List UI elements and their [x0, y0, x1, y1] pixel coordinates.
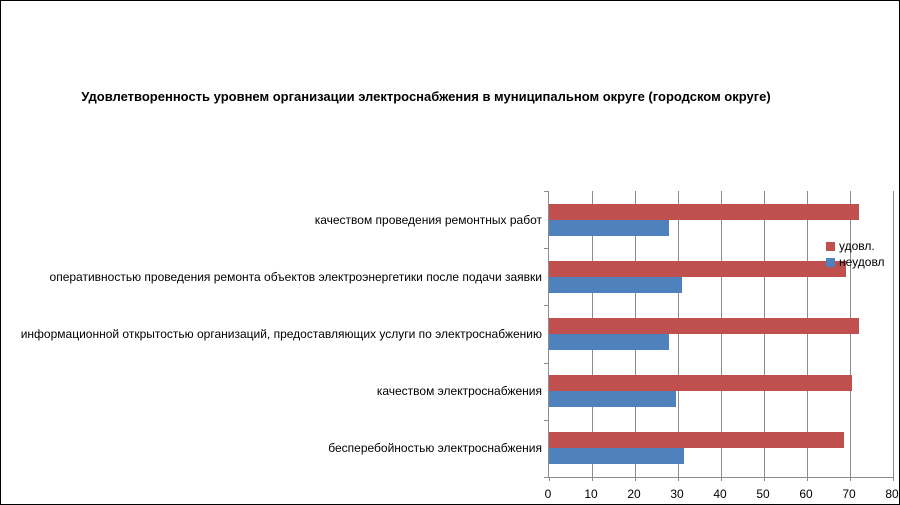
bar-series0-cat2 [549, 318, 859, 334]
bar-series0-cat3 [549, 375, 853, 392]
gridline-60 [807, 191, 808, 477]
x-axis-label-50: 50 [756, 487, 770, 501]
category-label-3: качеством электроснабжения [376, 384, 542, 399]
x-axis-label-10: 10 [584, 487, 598, 501]
x-axis-tick-40 [721, 477, 722, 481]
legend: удовл. неудовл [826, 238, 885, 270]
gridline-40 [721, 191, 722, 477]
x-axis-tick-60 [807, 477, 808, 481]
bar-series1-cat3 [549, 391, 676, 408]
legend-item-satisfied: удовл. [826, 238, 885, 254]
legend-marker-satisfied-icon [826, 241, 835, 251]
x-axis-tick-0 [549, 477, 550, 481]
category-label-2: информационной открытостью организаций, … [20, 326, 542, 341]
category-label-0: качеством проведения ремонтных работ [314, 212, 542, 227]
y-axis-tick-1 [544, 248, 549, 249]
gridline-80 [893, 191, 894, 477]
x-axis-labels: 0 10 20 30 40 50 60 70 80 [1, 487, 899, 503]
category-axis-labels: качеством проведения ремонтных работ опер… [1, 191, 542, 477]
legend-label-satisfied: удовл. [839, 239, 875, 253]
y-axis-tick-3 [544, 363, 549, 364]
x-axis-label-0: 0 [544, 487, 552, 501]
bar-series1-cat4 [549, 448, 684, 465]
y-axis-tick-0 [544, 191, 549, 192]
x-axis-tick-50 [764, 477, 765, 481]
x-axis-label-30: 30 [670, 487, 684, 501]
gridline-30 [678, 191, 679, 477]
x-axis-label-40: 40 [713, 487, 727, 501]
x-axis-label-80: 80 [885, 487, 899, 501]
bar-series0-cat0 [549, 203, 859, 220]
x-axis-tick-70 [850, 477, 851, 481]
legend-item-unsatisfied: неудовл [826, 254, 885, 270]
gridline-70 [850, 191, 851, 477]
bar-series1-cat2 [549, 334, 670, 350]
y-axis-tick-5 [544, 477, 549, 478]
category-label-4: бесперебойностью электроснабжения [328, 441, 542, 456]
legend-marker-unsatisfied-icon [826, 257, 835, 267]
x-axis-label-70: 70 [842, 487, 856, 501]
bar-series0-cat4 [549, 432, 845, 449]
bar-series0-cat1 [549, 260, 846, 277]
x-axis-tick-30 [678, 477, 679, 481]
x-axis-label-20: 20 [627, 487, 641, 501]
bar-series1-cat1 [549, 276, 683, 293]
y-axis-tick-4 [544, 420, 549, 421]
chart-title: Удовлетворенность уровнем организации эл… [81, 89, 771, 104]
category-label-1: оперативностью проведения ремонта объект… [49, 269, 542, 284]
x-axis-tick-20 [635, 477, 636, 481]
x-axis-tick-10 [592, 477, 593, 481]
gridline-50 [764, 191, 765, 477]
legend-label-unsatisfied: неудовл [839, 255, 885, 269]
bar-series1-cat0 [549, 219, 670, 236]
x-axis-label-60: 60 [799, 487, 813, 501]
x-axis-tick-80 [893, 477, 894, 481]
plot-area [544, 191, 894, 481]
y-axis-tick-2 [544, 305, 549, 306]
